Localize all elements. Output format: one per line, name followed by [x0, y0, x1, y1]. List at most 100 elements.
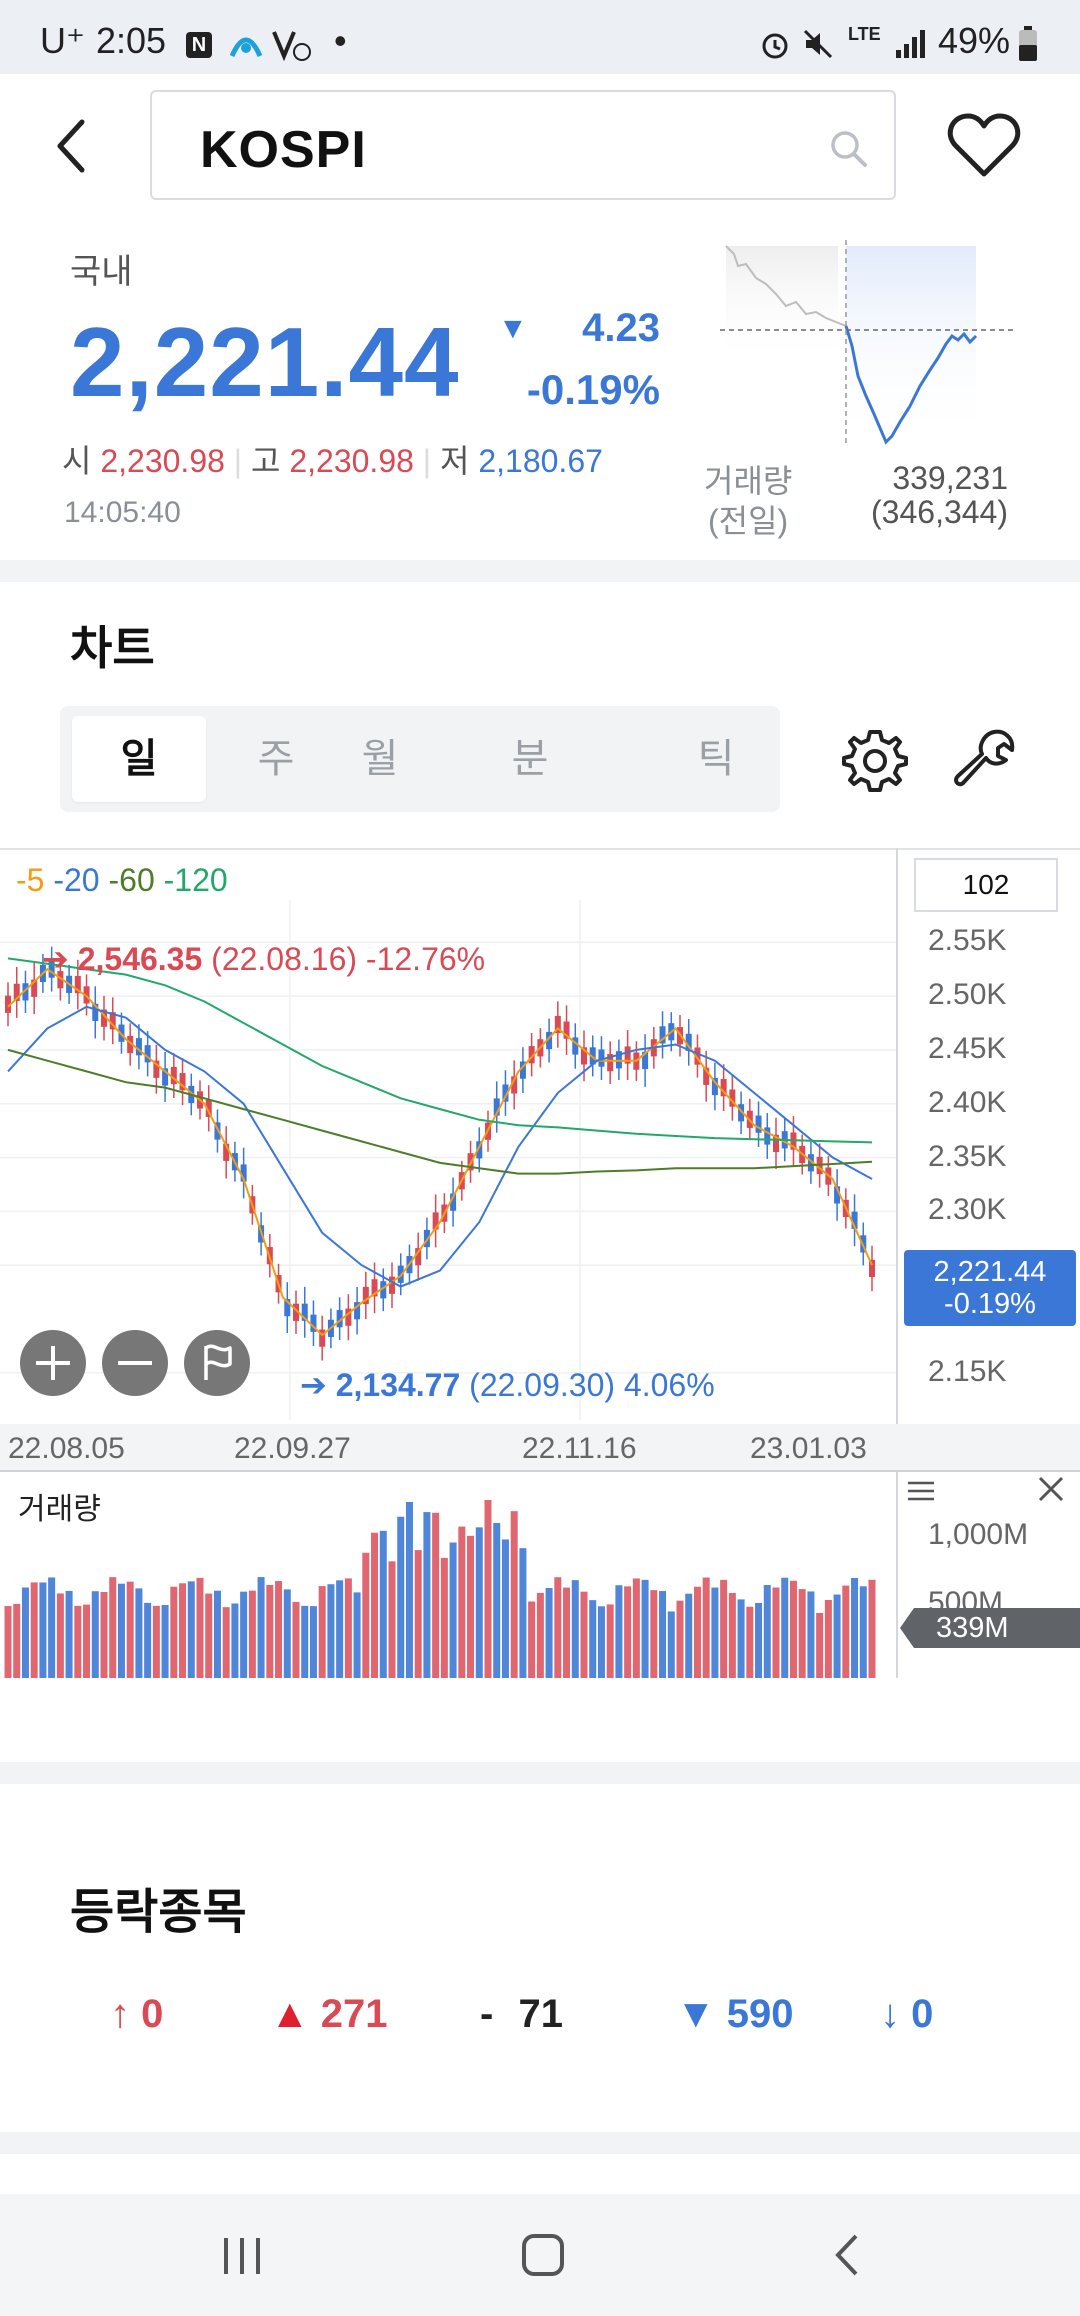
volume-bar	[292, 1601, 300, 1678]
volume-bar	[405, 1501, 413, 1678]
candle-body	[685, 1033, 692, 1051]
lower-limit-value: 0	[911, 1992, 934, 2036]
tab-tick[interactable]: 틱	[697, 737, 735, 781]
system-back-button[interactable]	[830, 2232, 866, 2278]
search-input[interactable]: KOSPI	[200, 121, 367, 179]
unchanged-count[interactable]: - 71	[480, 1992, 563, 2037]
volume-bar	[362, 1552, 370, 1678]
candle-body	[127, 1035, 134, 1054]
tab-week[interactable]: 주	[257, 737, 295, 781]
tab-minute[interactable]: 분	[511, 737, 549, 781]
current-price: 2,221.44	[70, 307, 460, 417]
volume-bar	[4, 1606, 12, 1678]
candle-count-box[interactable]: 102	[914, 858, 1058, 912]
volume-bar	[536, 1592, 544, 1678]
volume-bar	[781, 1577, 789, 1678]
candle-body	[310, 1314, 317, 1332]
search-box[interactable]: KOSPI	[150, 90, 896, 200]
gear-icon	[842, 730, 908, 792]
tab-month[interactable]: 월	[361, 737, 399, 781]
home-button[interactable]	[520, 2232, 566, 2278]
y-tick: 2.55K	[928, 924, 1007, 958]
volume-bar	[624, 1586, 632, 1678]
decliners-count[interactable]: ▼ 590	[676, 1992, 793, 2037]
candle-body	[240, 1164, 247, 1182]
candle-body	[581, 1047, 587, 1065]
volume-bar	[301, 1605, 309, 1678]
volume-bar	[388, 1561, 396, 1678]
volume-bar	[13, 1603, 21, 1678]
volume-bar	[772, 1587, 780, 1678]
volume-bar	[222, 1607, 230, 1678]
status-dot: •	[334, 20, 347, 61]
candle-body	[511, 1076, 518, 1094]
period-tabs: 일 주 월 분 틱	[60, 706, 780, 812]
volume-bar	[109, 1577, 117, 1678]
advancers-count[interactable]: ▲ 271	[270, 1992, 387, 2037]
volume-bar	[283, 1589, 291, 1678]
volume-bar	[493, 1522, 501, 1678]
volume-bar	[187, 1581, 195, 1678]
volume-menu-button[interactable]	[904, 1476, 938, 1506]
volume-prev-value: (346,344)	[871, 494, 1008, 530]
y-tick: 2.40K	[928, 1085, 1007, 1119]
chart-top-border	[0, 848, 1080, 850]
candle-body	[598, 1049, 605, 1067]
volume-bar	[39, 1582, 47, 1678]
clock: 2:05	[96, 20, 167, 61]
candle-body	[92, 1003, 99, 1021]
lower-limit-count[interactable]: ↓ 0	[880, 1992, 933, 2037]
signal-icon	[894, 28, 928, 60]
volume-bar	[318, 1586, 326, 1678]
recent-apps-button[interactable]	[218, 2234, 268, 2278]
price-tag-value: 2,221.44	[933, 1256, 1047, 1288]
volume-bar	[728, 1592, 736, 1678]
candle-body	[5, 995, 11, 1013]
volume-bar	[309, 1606, 317, 1678]
search-icon[interactable]	[828, 128, 868, 168]
ma20-label: 20	[64, 862, 100, 898]
zoom-in-button[interactable]	[20, 1330, 86, 1396]
down-triangle-icon: ▼	[498, 312, 528, 345]
volume-chart[interactable]	[0, 1500, 896, 1678]
candle-body	[223, 1143, 230, 1161]
volume-bar	[475, 1527, 483, 1678]
volume-bar	[615, 1585, 623, 1678]
volume-bar	[65, 1590, 73, 1678]
candle-body	[773, 1134, 779, 1153]
back-button[interactable]	[52, 116, 92, 176]
high-annotation-value: 2,546.35	[77, 941, 203, 977]
volume-close-button[interactable]	[1036, 1474, 1066, 1504]
intraday-mini-chart[interactable]	[716, 236, 1016, 450]
ma120-label: 120	[174, 862, 228, 898]
current-price-tag: 2,221.44 -0.19%	[904, 1250, 1076, 1326]
price-chart[interactable]	[0, 900, 896, 1420]
chart-tools-button[interactable]	[952, 726, 1018, 792]
volume-bar	[161, 1605, 169, 1678]
price-change: 4.23	[582, 306, 660, 350]
volume-bar	[868, 1579, 876, 1678]
zoom-out-button[interactable]	[102, 1330, 168, 1396]
volume-bar	[179, 1583, 187, 1678]
candle-body	[764, 1127, 771, 1145]
volume-bar	[563, 1587, 571, 1678]
candle-body	[642, 1051, 649, 1070]
candle-body	[851, 1211, 858, 1229]
favorite-button[interactable]	[946, 112, 1022, 180]
volume-bar	[213, 1590, 221, 1678]
volume-bar	[746, 1606, 754, 1678]
volume-tag-value: 339M	[936, 1612, 1009, 1644]
candle-body	[13, 983, 20, 1001]
volume-tag: 339M	[900, 1608, 1080, 1648]
recent-apps-icon	[224, 2238, 260, 2274]
candle-body	[205, 1099, 212, 1117]
volume-bar	[632, 1578, 640, 1678]
volume-bar	[798, 1589, 806, 1678]
ma5-line	[7, 967, 873, 1337]
tab-day[interactable]: 일	[72, 716, 206, 802]
chart-settings-button[interactable]	[842, 726, 908, 792]
upper-limit-count[interactable]: ↑ 0	[110, 1992, 163, 2037]
candle-body	[345, 1308, 352, 1326]
flag-button[interactable]	[184, 1330, 250, 1396]
